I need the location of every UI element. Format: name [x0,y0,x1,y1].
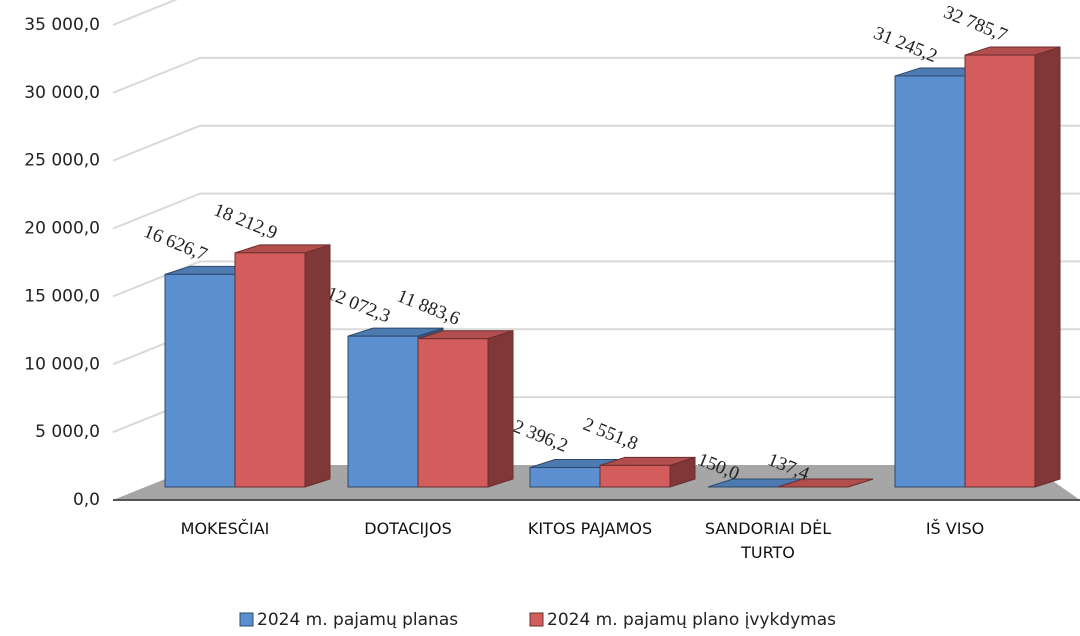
value-label: 18 212,9 [211,200,281,244]
y-tick-label: 25 000,0 [24,151,100,171]
bar-side [1034,46,1061,488]
value-label: 2 396,2 [510,416,571,457]
x-tick-label: MOKESČIAI [180,519,270,538]
bar-front [599,464,671,488]
y-tick-label: 35 000,0 [24,15,100,35]
bar [964,46,1061,488]
bar-front [529,466,601,488]
y-tick-label: 15 000,0 [24,286,100,306]
y-tick-label: 5 000,0 [35,422,100,442]
legend-label: 2024 m. pajamų plano įvykdymas [547,610,836,630]
x-tick-label: IŠ VISO [925,519,985,538]
bar-front [417,338,489,488]
y-tick-label: 20 000,0 [24,219,100,239]
grid-line [112,0,178,26]
legend-swatch [239,612,254,627]
bar-top [777,478,874,488]
bar [777,478,874,488]
value-label: 2 551,8 [580,414,641,455]
y-tick-label: 30 000,0 [24,83,100,103]
value-label: 11 883,6 [394,286,463,330]
grid-line [112,260,1080,298]
value-label: 32 785,7 [941,2,1011,46]
grid-line [112,192,1080,230]
grid-line [112,124,1080,162]
bar [234,244,331,488]
legend-swatch [529,612,544,627]
bar [417,330,514,488]
x-tick-label: SANDORIAI DĖL TURTO [704,519,832,562]
bar [599,456,696,488]
y-tick-label: 0,0 [73,490,100,510]
legend-label: 2024 m. pajamų planas [257,610,458,630]
x-tick-label: DOTACIJOS [364,519,452,538]
bar-side [487,330,514,488]
bar-front [164,273,236,488]
bar-side [304,244,331,488]
bar-front [347,335,419,488]
value-label: 31 245,2 [871,23,941,67]
bar-front [964,54,1036,488]
grid-line [112,56,1080,94]
x-tick-label: KITOS PAJAMOS [527,519,653,538]
value-label: 12 072,3 [324,283,394,327]
y-tick-label: 10 000,0 [24,354,100,374]
bar-front [234,252,306,488]
value-label: 16 626,7 [141,221,211,265]
bar-front [894,75,966,488]
